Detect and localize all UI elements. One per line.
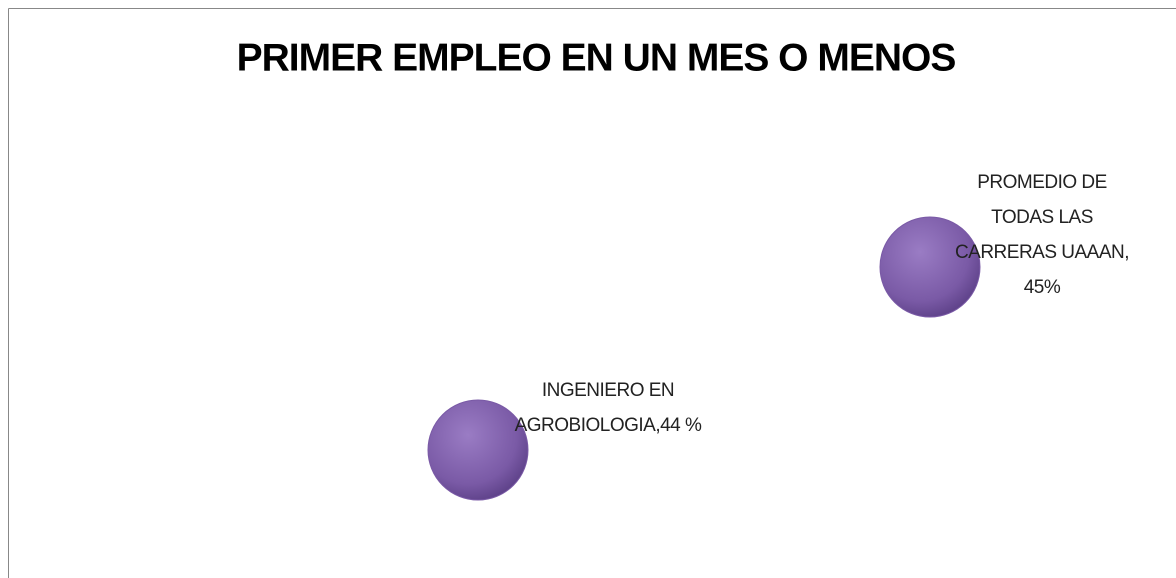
- bubble: [427, 399, 529, 501]
- data-label: INGENIERO EN AGROBIOLOGIA,44 %: [514, 380, 702, 436]
- chart-title: PRIMER EMPLEO EN UN MES O MENOS: [237, 36, 956, 79]
- data-label: PROMEDIO DE TODAS LAS CARRERAS UAAAN, 45…: [954, 172, 1130, 298]
- bubble: [879, 216, 981, 318]
